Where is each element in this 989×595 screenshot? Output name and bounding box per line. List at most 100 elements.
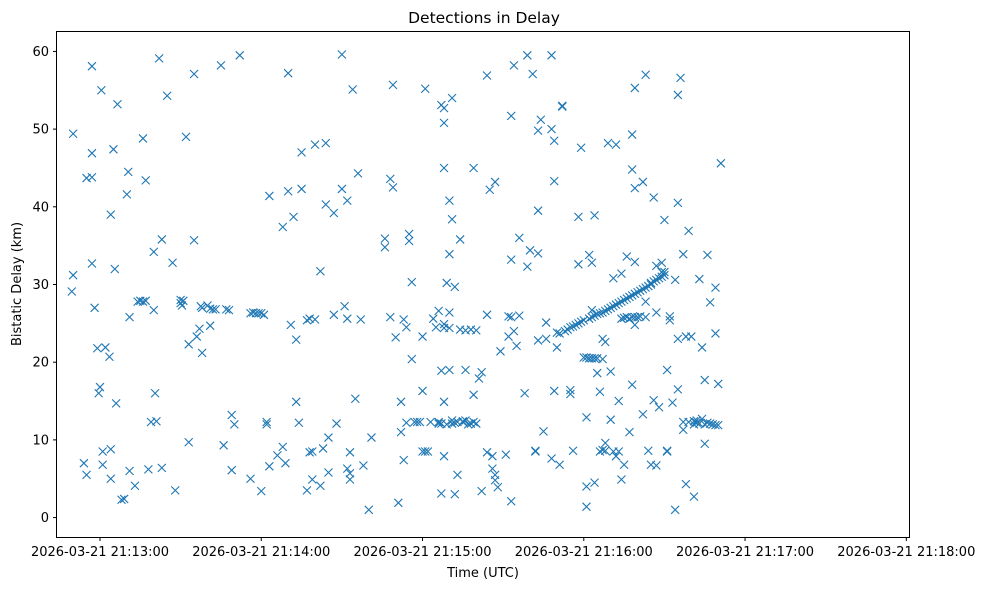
data-point-marker bbox=[353, 169, 363, 178]
data-point-marker bbox=[415, 417, 425, 427]
data-point-marker bbox=[324, 433, 333, 442]
data-point-marker bbox=[286, 320, 296, 330]
data-point-marker bbox=[574, 318, 583, 328]
data-point-marker bbox=[297, 148, 306, 157]
data-point-marker bbox=[533, 126, 543, 136]
data-point-marker bbox=[434, 306, 444, 316]
y-tick-label: 20 bbox=[32, 356, 49, 371]
data-point-marker bbox=[297, 184, 306, 194]
data-point-marker bbox=[98, 447, 108, 456]
data-point-marker bbox=[651, 461, 661, 470]
data-point-marker bbox=[364, 505, 374, 515]
data-point-marker bbox=[283, 186, 293, 196]
data-point-marker bbox=[345, 475, 355, 484]
data-point-marker bbox=[100, 343, 110, 352]
data-point-marker bbox=[520, 388, 530, 398]
data-point-marker bbox=[592, 368, 602, 378]
data-point-marker bbox=[557, 101, 567, 111]
data-point-marker bbox=[235, 50, 245, 60]
data-point-marker bbox=[113, 99, 122, 109]
data-point-marker bbox=[106, 474, 116, 484]
data-point-marker bbox=[614, 298, 624, 308]
data-point-marker bbox=[684, 226, 693, 236]
data-point-marker bbox=[122, 189, 132, 199]
data-point-marker bbox=[221, 304, 231, 314]
data-point-marker bbox=[391, 332, 401, 342]
data-point-marker bbox=[434, 417, 444, 427]
data-point-marker bbox=[496, 346, 505, 356]
data-point-marker bbox=[493, 482, 503, 492]
data-point-marker bbox=[324, 468, 333, 477]
data-point-marker bbox=[703, 250, 712, 260]
data-point-marker bbox=[348, 85, 358, 94]
data-point-marker bbox=[458, 417, 468, 427]
data-point-marker bbox=[641, 70, 650, 80]
data-point-marker bbox=[549, 136, 559, 146]
data-point-marker bbox=[439, 319, 449, 329]
data-point-marker bbox=[96, 85, 106, 95]
data-point-marker bbox=[87, 61, 97, 71]
data-point-marker bbox=[649, 395, 659, 405]
data-point-marker bbox=[110, 264, 120, 274]
data-point-marker bbox=[197, 348, 207, 358]
data-point-marker bbox=[482, 447, 492, 457]
data-point-marker bbox=[617, 314, 626, 324]
data-point-marker bbox=[305, 447, 315, 457]
data-point-marker bbox=[660, 267, 669, 277]
data-point-marker bbox=[170, 485, 180, 495]
data-point-marker bbox=[227, 465, 237, 475]
data-point-marker bbox=[560, 326, 570, 336]
data-point-marker bbox=[525, 245, 535, 255]
data-point-marker bbox=[219, 440, 229, 450]
data-point-marker bbox=[590, 478, 599, 488]
data-point-marker bbox=[87, 172, 97, 182]
data-point-marker bbox=[439, 103, 449, 113]
data-point-marker bbox=[154, 54, 164, 63]
data-point-marker bbox=[574, 212, 583, 222]
data-point-marker bbox=[705, 419, 715, 428]
data-point-marker bbox=[436, 489, 446, 498]
data-point-marker bbox=[590, 210, 599, 220]
data-point-marker bbox=[603, 138, 613, 148]
data-point-marker bbox=[453, 470, 462, 480]
data-point-marker bbox=[332, 419, 341, 428]
data-point-marker bbox=[506, 496, 516, 506]
data-point-marker bbox=[447, 93, 457, 103]
data-point-marker bbox=[582, 412, 591, 422]
data-point-marker bbox=[482, 71, 492, 80]
data-point-marker bbox=[670, 275, 680, 285]
data-point-marker bbox=[388, 182, 398, 192]
data-point-marker bbox=[254, 308, 263, 318]
data-point-marker bbox=[568, 446, 578, 456]
data-point-marker bbox=[321, 200, 331, 209]
data-point-marker bbox=[461, 416, 470, 425]
data-point-marker bbox=[630, 289, 640, 299]
data-point-marker bbox=[246, 474, 255, 484]
data-point-marker bbox=[681, 479, 691, 489]
data-point-marker bbox=[488, 464, 497, 474]
data-point-marker bbox=[638, 177, 648, 187]
data-point-marker bbox=[668, 398, 677, 407]
data-point-marker bbox=[587, 305, 597, 315]
data-point-marker bbox=[418, 386, 427, 396]
data-point-marker bbox=[582, 502, 591, 512]
data-point-marker bbox=[630, 83, 640, 93]
data-point-marker bbox=[598, 308, 607, 317]
data-point-marker bbox=[536, 115, 546, 125]
data-point-marker bbox=[143, 465, 153, 474]
data-point-marker bbox=[471, 325, 481, 335]
data-point-marker bbox=[385, 174, 395, 184]
data-point-marker bbox=[635, 286, 645, 296]
data-point-marker bbox=[90, 303, 100, 313]
data-point-marker bbox=[426, 417, 435, 427]
data-point-marker bbox=[568, 322, 578, 331]
data-point-marker bbox=[638, 284, 648, 294]
data-point-marker bbox=[678, 425, 688, 435]
data-point-marker bbox=[630, 183, 640, 193]
data-point-marker bbox=[592, 309, 602, 319]
data-point-marker bbox=[92, 343, 102, 353]
data-point-marker bbox=[123, 167, 133, 177]
data-point-marker bbox=[178, 296, 188, 306]
data-point-marker bbox=[482, 310, 492, 320]
data-point-marker bbox=[471, 419, 481, 428]
